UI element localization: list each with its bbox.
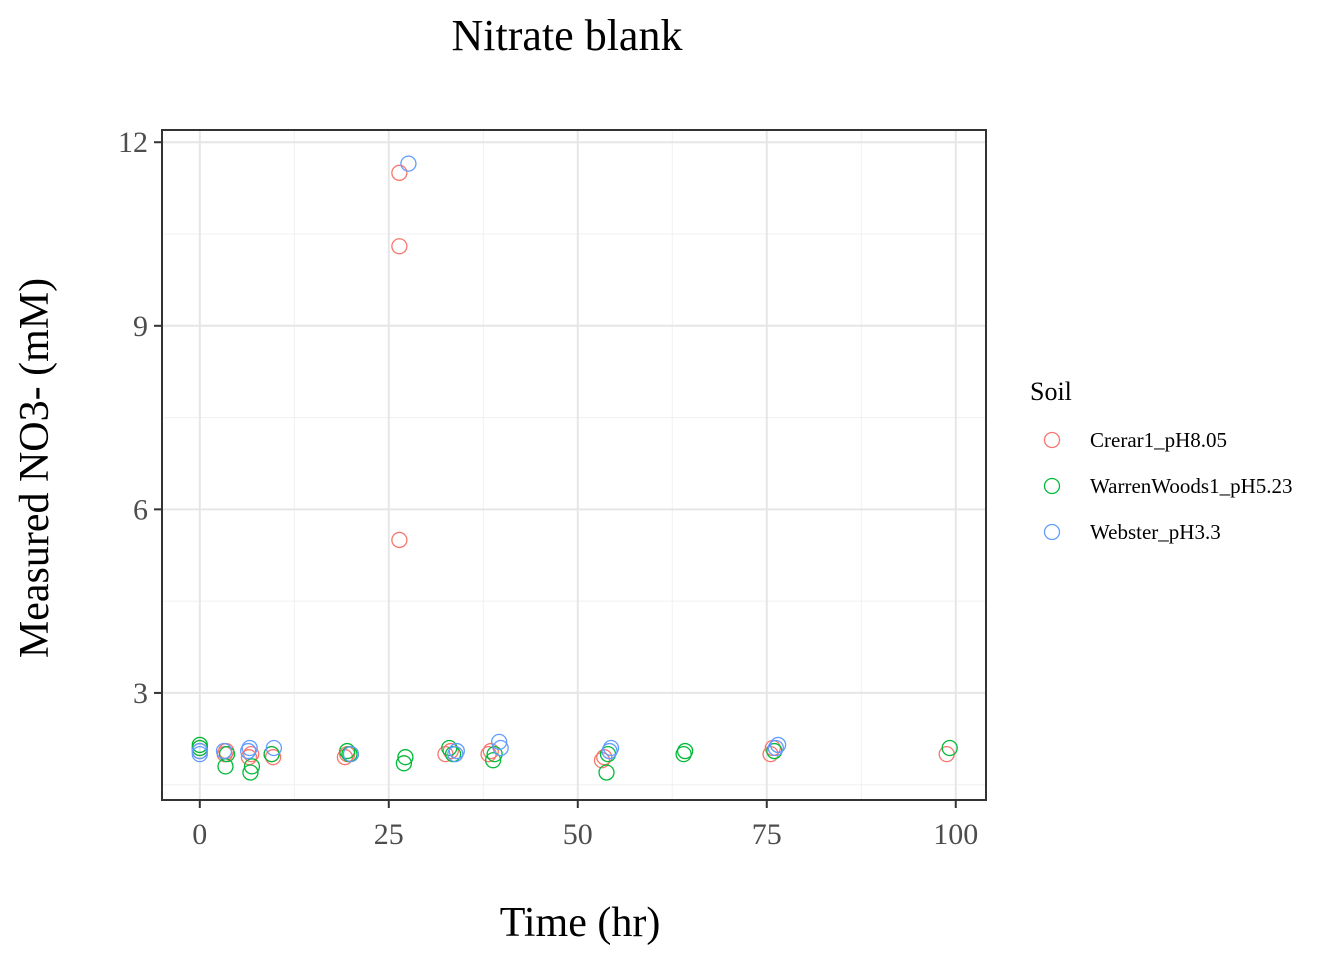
legend-key xyxy=(1043,477,1061,495)
data-point xyxy=(243,758,261,775)
data-point xyxy=(598,764,615,781)
data-point xyxy=(191,736,208,754)
x-tick-label: 75 xyxy=(752,818,782,851)
y-axis-title: Measured NO3- (mM) xyxy=(12,278,58,658)
data-point xyxy=(241,739,258,757)
data-point xyxy=(448,742,465,760)
legend-label: Crerar1_pH8.05 xyxy=(1090,428,1227,452)
data-point xyxy=(482,742,499,760)
data-point xyxy=(243,745,260,763)
chart-title: Nitrate blank xyxy=(452,11,683,60)
y-tick-label: 9 xyxy=(133,310,148,343)
data-point xyxy=(938,745,955,763)
x-tick-label: 0 xyxy=(192,818,207,851)
data-points xyxy=(191,155,958,781)
x-axis-title: Time (hr) xyxy=(500,900,661,946)
data-point xyxy=(442,742,459,760)
x-tick-label: 100 xyxy=(933,818,978,851)
panel-border xyxy=(161,129,987,801)
data-point xyxy=(767,739,784,757)
y-tick-label: 12 xyxy=(118,126,148,159)
data-point xyxy=(240,742,257,760)
data-point xyxy=(675,745,692,763)
data-point xyxy=(676,742,694,760)
data-point xyxy=(492,739,509,757)
data-point xyxy=(602,739,620,757)
data-point xyxy=(215,742,233,760)
legend: Soil Crerar1_pH8.05 WarrenWoods1_pH5.23 We… xyxy=(1030,377,1293,544)
data-point xyxy=(265,739,283,757)
legend-title: Soil xyxy=(1030,377,1072,406)
data-point xyxy=(391,238,408,255)
grid-lines xyxy=(162,130,986,800)
data-point xyxy=(391,531,408,549)
axis-ticks: 0 25 50 75 100 3 6 9 12 xyxy=(118,126,978,851)
legend-items: Crerar1_pH8.05 WarrenWoods1_pH5.23 Webster… xyxy=(1043,428,1293,544)
data-point xyxy=(601,742,618,760)
data-point xyxy=(447,745,464,763)
data-point xyxy=(191,742,208,760)
data-point xyxy=(484,752,502,769)
y-tick-label: 3 xyxy=(133,677,148,710)
data-point xyxy=(397,749,414,766)
data-point xyxy=(486,745,503,763)
y-tick-label: 6 xyxy=(133,493,148,526)
data-point xyxy=(242,764,259,781)
data-point xyxy=(491,733,508,751)
data-point xyxy=(218,745,236,763)
x-tick-label: 25 xyxy=(374,818,404,851)
data-point xyxy=(395,755,413,772)
data-point xyxy=(941,739,958,757)
data-point xyxy=(339,742,356,760)
legend-label: Webster_pH3.3 xyxy=(1090,520,1221,544)
data-point xyxy=(342,745,360,763)
legend-label: WarrenWoods1_pH5.23 xyxy=(1090,474,1293,498)
data-point xyxy=(391,164,408,181)
data-point xyxy=(400,155,417,172)
x-tick-label: 50 xyxy=(563,818,593,851)
data-point xyxy=(769,736,787,754)
data-point xyxy=(264,749,282,766)
legend-key xyxy=(1043,431,1061,449)
legend-key xyxy=(1043,523,1061,541)
